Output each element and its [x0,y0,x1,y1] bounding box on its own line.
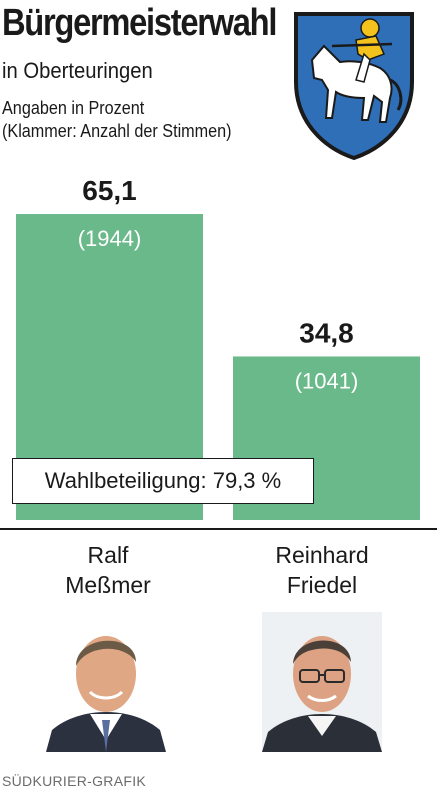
chart-title: Bürgermeisterwahl [2,2,277,44]
candidate-2-last-name: Friedel [286,572,358,598]
chart-subtitle: in Oberteuringen [2,58,153,83]
unit-note: Angaben in Prozent [2,98,145,118]
coat-of-arms-icon [294,12,414,160]
value-label-2: 34,8 [299,317,354,348]
value-label-1: 65,1 [82,175,137,206]
candidate-name-1: Ralf Meßmer [28,540,188,600]
candidate-2-photo [262,612,382,752]
votes-label-2: (1041) [295,368,359,393]
votes-label-1: (1944) [78,226,142,251]
source-credit: SÜDKURIER-GRAFIK [2,773,147,789]
turnout-box: Wahlbeteiligung: 79,3 % [12,458,314,504]
candidate-2-first-name: Reinhard [275,542,369,568]
votes-note: (Klammer: Anzahl der Stimmen) [2,121,232,141]
candidate-1-first-name: Ralf [87,542,129,568]
candidate-1-last-name: Meßmer [65,572,151,598]
candidate-name-2: Reinhard Friedel [242,540,402,600]
candidate-1-photo [46,612,166,752]
baseline-divider [0,528,437,530]
